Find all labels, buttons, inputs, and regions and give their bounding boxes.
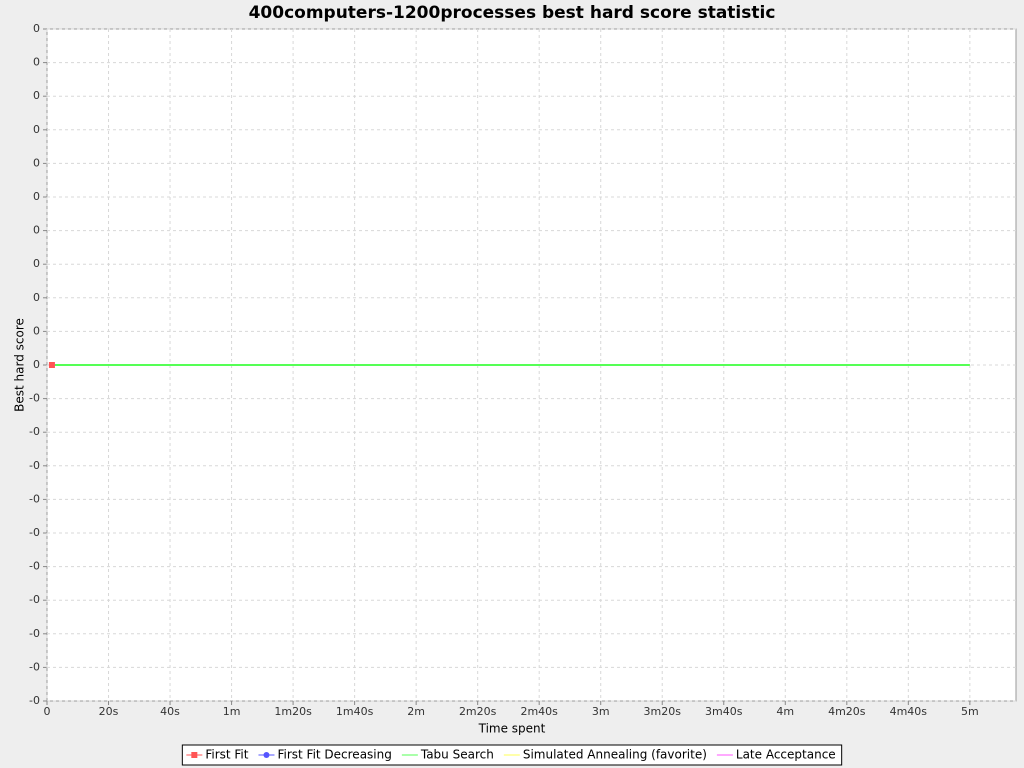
y-axis-label: Best hard score	[13, 318, 27, 412]
x-tick-label: 3m40s	[705, 705, 743, 718]
y-tick-label: 0	[33, 224, 40, 237]
y-tick-label: -0	[29, 694, 40, 707]
series-marker	[48, 362, 55, 368]
x-tick-label: 2m20s	[459, 705, 497, 718]
x-tick-label: 4m	[776, 705, 794, 718]
x-tick-label: 1m40s	[336, 705, 374, 718]
y-tick-label: -0	[29, 526, 40, 539]
x-tick-label: 3m20s	[644, 705, 682, 718]
y-tick-label: 0	[33, 358, 40, 371]
x-tick-label: 4m40s	[890, 705, 928, 718]
y-tick-label: -0	[29, 425, 40, 438]
x-tick-label: 5m	[961, 705, 979, 718]
y-tick-label: -0	[29, 392, 40, 405]
x-tick-label: 2m40s	[520, 705, 558, 718]
y-tick-label: 0	[33, 324, 40, 337]
x-tick-label: 4m20s	[828, 705, 866, 718]
y-tick-label: 0	[33, 190, 40, 203]
x-tick-label: 2m	[407, 705, 425, 718]
x-tick-label: 20s	[99, 705, 119, 718]
legend-label: Simulated Annealing (favorite)	[523, 748, 707, 762]
y-tick-label: -0	[29, 560, 40, 573]
x-tick-label: 40s	[160, 705, 180, 718]
legend-label: First Fit Decreasing	[277, 748, 391, 762]
y-tick-label: 0	[33, 123, 40, 136]
legend-label: Tabu Search	[420, 748, 494, 762]
x-tick-label: 0	[44, 705, 51, 718]
x-axis-label: Time spent	[478, 722, 546, 736]
x-tick-label: 1m20s	[274, 705, 312, 718]
y-tick-label: -0	[29, 627, 40, 640]
legend-label: Late Acceptance	[736, 748, 836, 762]
y-tick-label: 0	[33, 291, 40, 304]
x-tick-label: 3m	[592, 705, 610, 718]
chart-title: 400computers-1200processes best hard sco…	[249, 3, 776, 23]
legend-marker	[191, 752, 198, 758]
legend-label: First Fit	[205, 748, 248, 762]
legend-marker	[263, 752, 270, 758]
x-tick-label: 1m	[223, 705, 241, 718]
legend-symbol	[258, 752, 275, 758]
y-tick-label: 0	[33, 257, 40, 270]
y-tick-label: -0	[29, 593, 40, 606]
legend-symbol	[186, 752, 203, 758]
y-tick-label: 0	[33, 156, 40, 169]
y-tick-label: -0	[29, 660, 40, 673]
y-tick-label: 0	[33, 22, 40, 35]
y-tick-label: 0	[33, 56, 40, 69]
y-tick-label: -0	[29, 459, 40, 472]
y-tick-label: 0	[33, 89, 40, 102]
y-tick-label: -0	[29, 492, 40, 505]
legend: First Fit First Fit Decreasing Tabu Search…	[181, 744, 843, 766]
